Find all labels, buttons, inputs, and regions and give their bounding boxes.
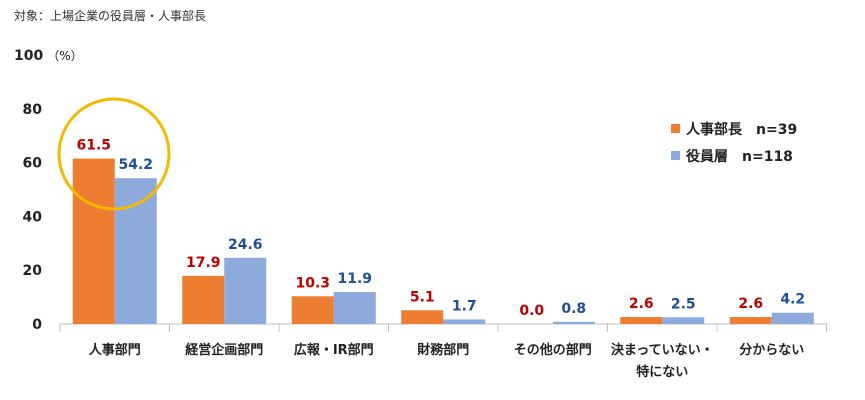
bar	[182, 275, 225, 324]
category-label: 経営企画部門	[185, 342, 263, 358]
bar	[662, 317, 705, 324]
y-tick-label: 0	[32, 317, 42, 333]
category-labels: 人事部門 経営企画部門 広報・IR部門 財務部門 その他の部門 決まっていない・特にない 分…	[89, 342, 805, 380]
data-label: 61.5	[76, 138, 111, 154]
chart-subtitle: 対象：上場企業の役員層・人事部長	[14, 9, 207, 23]
bar	[72, 158, 115, 324]
highlight-circle	[57, 97, 171, 211]
bar	[729, 317, 772, 324]
legend: 人事部長 n=39 役員層 n=118	[671, 121, 797, 165]
bar	[771, 312, 814, 324]
y-unit-label: （%）	[47, 49, 82, 63]
data-label: 54.2	[118, 157, 153, 173]
data-label: 11.9	[337, 271, 372, 287]
legend-swatch	[671, 151, 680, 160]
category-label-line: 分からない	[739, 342, 804, 358]
y-axis: 0 20 40 60 80 100 （%）	[14, 48, 83, 333]
category-label-line: 決まっていない・	[611, 342, 714, 358]
data-label: 1.7	[452, 298, 477, 314]
bars	[72, 158, 814, 324]
legend-label: 人事部長 n=39	[686, 121, 797, 138]
y-tick-label: 80	[23, 102, 43, 118]
x-axis	[59, 323, 828, 332]
legend-label: 役員層 n=118	[686, 148, 793, 165]
category-label-line: 人事部門	[89, 342, 141, 358]
category-label-line: 財務部門	[416, 342, 469, 358]
data-label: 17.9	[186, 255, 221, 271]
bar	[620, 317, 663, 324]
data-label: 2.6	[629, 296, 654, 312]
data-labels: 61.5 17.9 10.3 5.1 0.0 2.6 2.6 54.2 24.6 11.9 1.7 0…	[76, 138, 805, 319]
bar	[552, 321, 595, 324]
category-label: 分からない	[739, 342, 804, 358]
bar	[401, 310, 444, 324]
data-label: 24.6	[228, 237, 263, 253]
data-label: 5.1	[410, 289, 435, 305]
category-label: 人事部門	[89, 342, 141, 358]
category-label: 財務部門	[416, 342, 469, 358]
category-label-line: 特にない	[636, 364, 688, 380]
y-tick-label: 100 （%）	[14, 48, 83, 64]
bar	[291, 296, 334, 324]
data-label: 2.6	[738, 296, 763, 312]
category-label: 広報・IR部門	[294, 342, 374, 358]
highlight	[57, 97, 171, 211]
category-label: その他の部門	[514, 342, 592, 358]
y-tick-label: 60	[23, 156, 43, 172]
bar	[443, 319, 486, 324]
data-label: 0.0	[519, 303, 544, 319]
data-label: 0.8	[561, 301, 586, 317]
legend-swatch	[671, 124, 680, 133]
data-label: 4.2	[780, 292, 805, 308]
category-label-line: その他の部門	[514, 342, 592, 358]
y-tick-label: 40	[23, 209, 43, 225]
category-label-line: 経営企画部門	[185, 342, 263, 358]
category-label-line: 広報・IR部門	[294, 342, 374, 358]
category-label: 決まっていない・特にない	[611, 342, 714, 380]
data-label: 10.3	[295, 275, 330, 291]
bar	[114, 178, 157, 324]
data-label: 2.5	[671, 296, 696, 312]
bar	[333, 291, 376, 324]
y-tick-label: 20	[23, 263, 43, 279]
bar	[224, 257, 267, 324]
